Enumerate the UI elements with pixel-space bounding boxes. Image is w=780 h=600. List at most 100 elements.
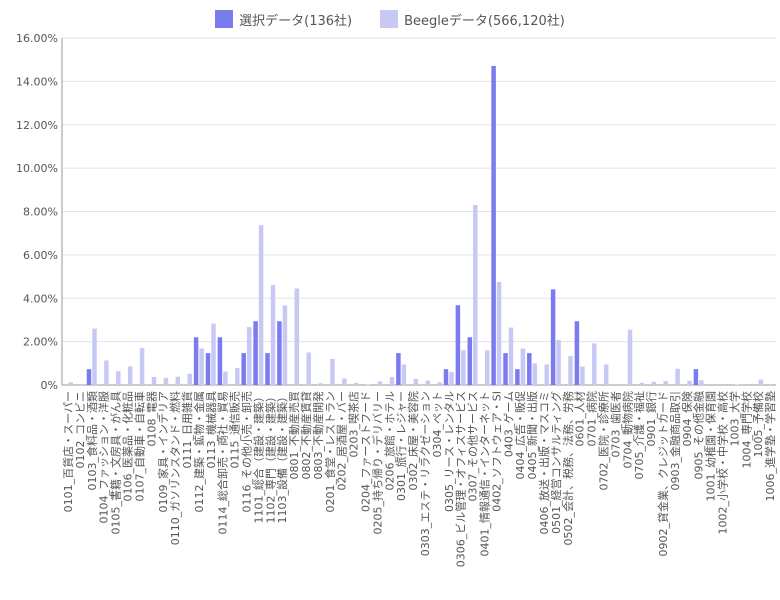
bar-beegle bbox=[425, 380, 430, 385]
x-tick-label: 0302_床屋・美容院 bbox=[406, 391, 420, 491]
x-tick-label: 0304_ペット bbox=[431, 391, 444, 458]
bar-selected bbox=[503, 353, 508, 385]
x-tick-label: 0601_人材 bbox=[573, 391, 587, 447]
bar-beegle bbox=[270, 285, 276, 385]
x-tick-label: 1101_総合（建設・建築） bbox=[251, 391, 265, 524]
bar-beegle bbox=[473, 204, 478, 385]
x-tick-label: 0101_百貨店・スーパー bbox=[61, 391, 75, 512]
bar-selected bbox=[550, 289, 556, 385]
bar-selected bbox=[574, 321, 580, 385]
x-tick-label: 1004_専門学校 bbox=[739, 391, 753, 469]
bar-beegle bbox=[699, 380, 704, 385]
x-tick-label: 0306_ビル管理・オフィスサービス bbox=[454, 391, 468, 567]
x-tick-label: 0703_歯医者 bbox=[609, 391, 622, 458]
bar-beegle bbox=[175, 376, 181, 385]
bar-beegle bbox=[389, 376, 395, 385]
bar-selected bbox=[491, 65, 496, 386]
y-tick-label: 16.00% bbox=[16, 32, 58, 45]
bar-selected bbox=[205, 353, 211, 385]
x-tick-label: 1003_大学 bbox=[727, 391, 741, 447]
x-tick-label: 0901_銀行 bbox=[644, 391, 658, 447]
x-tick-label: 0114_総合卸売・商社・貿易 bbox=[216, 391, 230, 535]
bar-selected bbox=[277, 321, 282, 385]
bar-selected bbox=[443, 369, 449, 385]
x-tick-label: 0109_家具・インテリア bbox=[156, 391, 170, 513]
x-tick-label: 0105_書籍・文房具・がん具 bbox=[109, 391, 123, 535]
bar-beegle bbox=[354, 382, 359, 385]
bar-beegle bbox=[532, 363, 538, 385]
x-tick-label: 1001_幼稚園・保育園 bbox=[704, 391, 718, 502]
bar-beegle bbox=[734, 384, 740, 386]
bar-beegle bbox=[496, 281, 502, 385]
x-tick-label: 0404_広告・販促 bbox=[513, 391, 527, 480]
bar-beegle bbox=[365, 384, 371, 386]
bar-beegle bbox=[151, 376, 157, 385]
x-tick-label: 0902_貸金業、クレジットカード bbox=[656, 391, 670, 557]
x-tick-label: 0904_保険 bbox=[680, 391, 694, 447]
x-tick-label: 1102_専門（建設・建築） bbox=[263, 391, 277, 524]
bar-beegle bbox=[163, 377, 169, 385]
bar-selected bbox=[527, 353, 532, 385]
bar-beegle bbox=[461, 350, 466, 385]
x-tick-label: 0206_旅館・ホテル bbox=[382, 391, 396, 491]
bar-selected bbox=[86, 369, 92, 385]
x-tick-label: 0502_会計、税務、法務、労務 bbox=[561, 391, 575, 546]
x-tick-label: 0801_不動産売買 bbox=[287, 391, 301, 480]
bar-beegle bbox=[199, 348, 204, 385]
y-tick-label: 6.00% bbox=[23, 249, 58, 262]
bar-beegle bbox=[68, 382, 73, 385]
legend-item-beegle[interactable]: Beegleデータ(566,120社) bbox=[380, 10, 565, 29]
x-tick-label: 0305_リース・レンタル bbox=[443, 391, 456, 512]
x-tick-label: 0107_自動車・自転車 bbox=[132, 391, 146, 502]
bar-beegle bbox=[377, 381, 383, 385]
chart-legend: 選択データ(136社) Beegleデータ(566,120社) bbox=[0, 6, 780, 32]
bar-beegle bbox=[413, 378, 419, 385]
x-tick-label: 1002_小学校・中学校・高校 bbox=[715, 391, 729, 535]
bar-beegle bbox=[746, 383, 752, 385]
x-tick-label: 0205_持ち帰り・デリバリー bbox=[370, 391, 384, 535]
bar-beegle bbox=[592, 343, 597, 385]
bar-beegle bbox=[258, 225, 264, 385]
bar-beegle bbox=[520, 348, 526, 385]
bar-beegle bbox=[568, 356, 573, 385]
bar-beegle bbox=[211, 323, 216, 385]
bar-beegle bbox=[246, 327, 252, 385]
x-tick-label: 0106_医薬品・化粧品 bbox=[120, 391, 134, 502]
x-tick-label: 1005_予備校 bbox=[751, 391, 765, 458]
bar-beegle bbox=[449, 371, 454, 385]
y-tick-label: 10.00% bbox=[16, 162, 58, 175]
bar-beegle bbox=[663, 381, 668, 385]
bar-beegle bbox=[580, 366, 585, 385]
bar-beegle bbox=[294, 288, 300, 385]
legend-swatch-selected bbox=[215, 10, 234, 28]
x-tick-label: 0111_日用雑貨 bbox=[180, 391, 194, 469]
bar-beegle bbox=[627, 329, 633, 385]
bar-beegle bbox=[639, 382, 645, 385]
bar-beegle bbox=[484, 350, 490, 385]
x-tick-label: 0104_ファッション・洋服 bbox=[97, 391, 111, 524]
bar-selected bbox=[265, 353, 270, 385]
bar-beegle bbox=[342, 378, 347, 385]
x-tick-label: 0116_その他小売・卸売 bbox=[239, 391, 253, 513]
bar-beegle bbox=[544, 364, 549, 385]
x-tick-label: 0905_その他金融 bbox=[692, 391, 706, 480]
bar-beegle bbox=[104, 360, 109, 385]
x-tick-label: 0501_経営コンサルティング bbox=[549, 391, 563, 534]
x-tick-label: 0403_ゲーム bbox=[502, 391, 515, 457]
x-tick-label: 1103_設備（建設・建築） bbox=[275, 391, 289, 524]
bar-beegle bbox=[92, 328, 97, 385]
bar-beegle bbox=[127, 366, 133, 385]
y-tick-label: 14.00% bbox=[16, 75, 58, 88]
x-tick-label: 0201_食堂・レストラン bbox=[323, 391, 337, 513]
x-tick-label: 0401_情報通信・インターネット bbox=[478, 391, 491, 557]
x-tick-label: 0112_建築・鉱物・金属 bbox=[192, 391, 206, 513]
bar-beegle bbox=[330, 358, 335, 385]
legend-item-selected[interactable]: 選択データ(136社) bbox=[215, 10, 352, 29]
bar-selected bbox=[396, 353, 401, 385]
bar-beegle bbox=[235, 368, 240, 385]
x-tick-label: 0102_コンビニ bbox=[74, 391, 87, 469]
bar-beegle bbox=[80, 383, 85, 385]
bar-beegle bbox=[711, 383, 716, 385]
x-tick-label: 0705_介護・福祉 bbox=[632, 391, 646, 480]
